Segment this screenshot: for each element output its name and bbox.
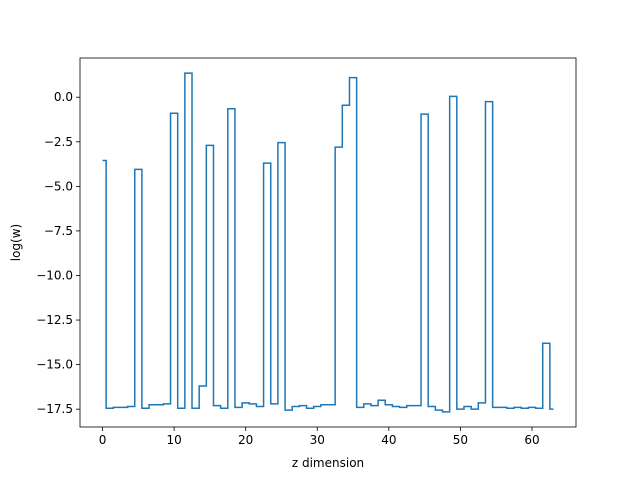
y-tick-label: −17.5	[36, 402, 73, 416]
x-tick-label: 20	[238, 433, 253, 447]
x-tick-label: 60	[524, 433, 539, 447]
x-tick-label: 30	[310, 433, 325, 447]
y-tick-label: 0.0	[54, 90, 73, 104]
plot-frame	[79, 57, 577, 428]
y-tick-label: −15.0	[36, 358, 73, 372]
y-tick-label: −7.5	[44, 224, 73, 238]
x-tick-label: 10	[166, 433, 181, 447]
series-line-0	[102, 72, 554, 413]
y-tick-label: −10.0	[36, 268, 73, 282]
axes: 0 10 20 30 40 50 60 0.0 −2.5 −5.0 −7.5 −10.0 −12.5 −1…	[36, 57, 577, 447]
x-tick-label: 40	[381, 433, 396, 447]
plot-area	[102, 72, 554, 413]
x-axis-label: z dimension	[292, 456, 364, 470]
x-tick-label: 50	[453, 433, 468, 447]
y-tick-label: −12.5	[36, 313, 73, 327]
y-tick-label: −5.0	[44, 179, 73, 193]
x-tick-label: 0	[99, 433, 107, 447]
y-tick-label: −2.5	[44, 135, 73, 149]
y-axis-label: log(w)	[9, 224, 23, 261]
